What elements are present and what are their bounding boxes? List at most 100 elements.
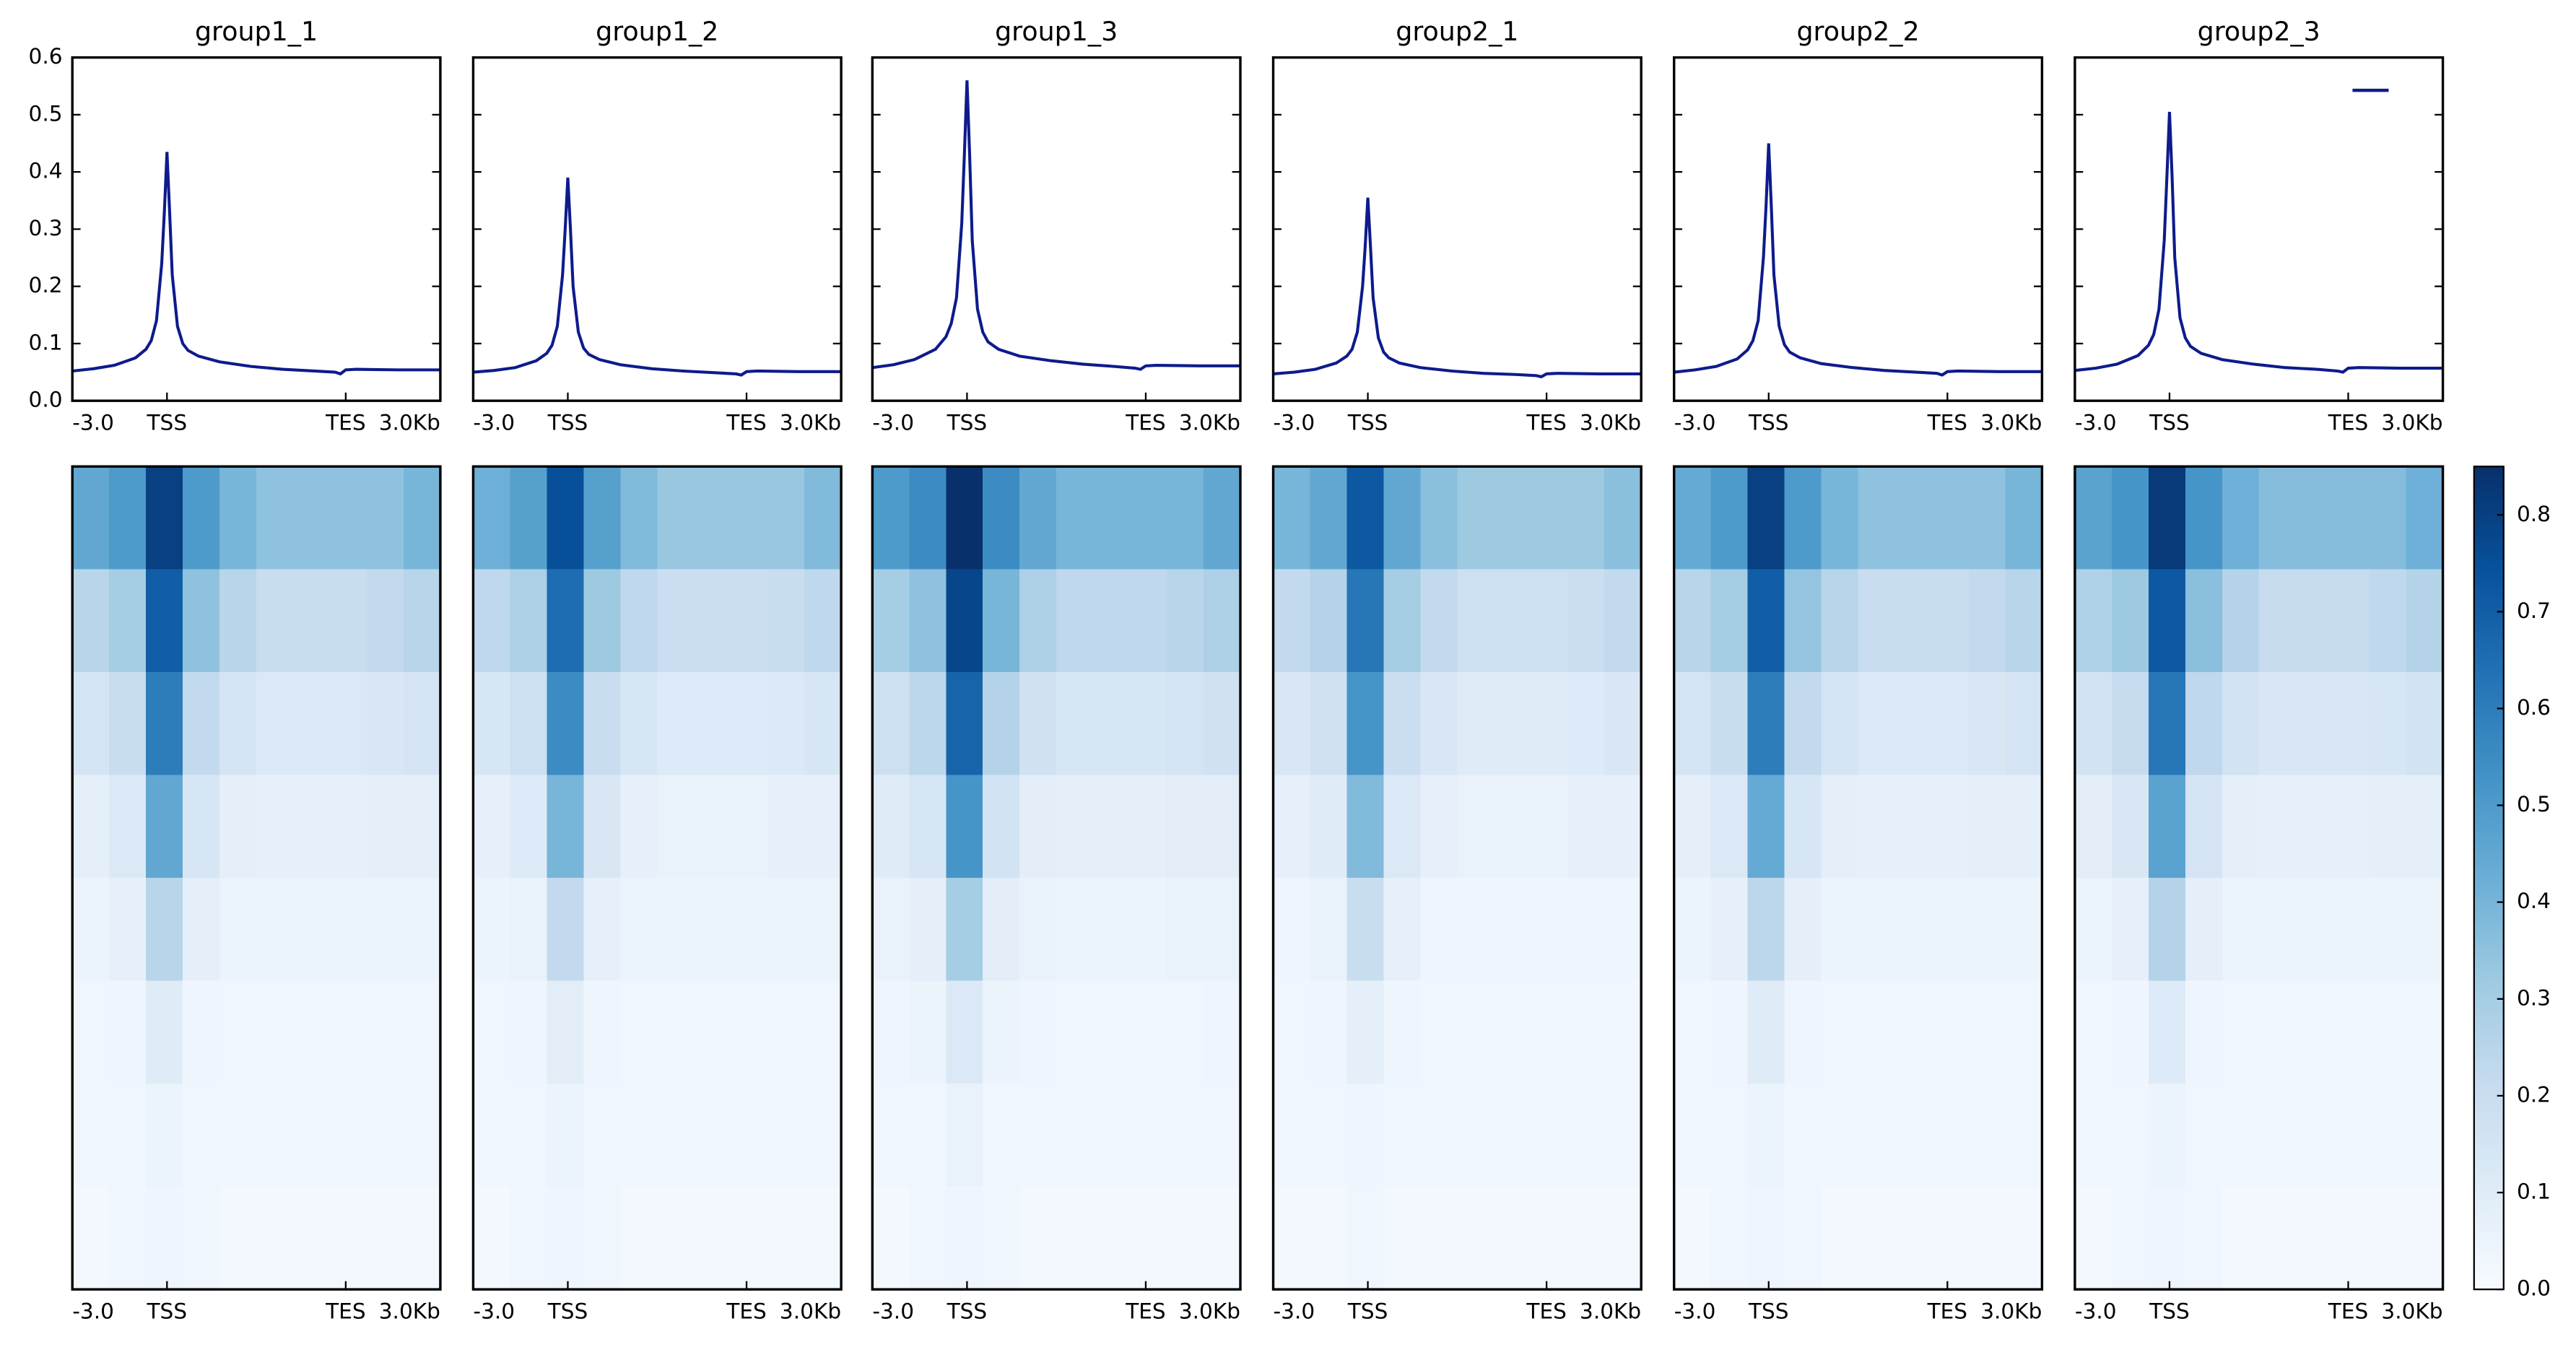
heatmap-cell xyxy=(219,672,258,776)
heatmap-cell xyxy=(366,569,405,674)
heatmap-cell xyxy=(1931,980,1970,1085)
panel-title: group1_1 xyxy=(195,16,318,47)
heatmap-cell xyxy=(330,878,368,982)
heatmap-cell xyxy=(1420,775,1458,879)
heatmap-cell xyxy=(2148,569,2186,674)
heatmap-cell xyxy=(2005,1084,2043,1187)
heatmap xyxy=(473,466,843,1291)
heatmap-cell xyxy=(1821,569,1859,674)
heatmap-cell xyxy=(694,878,732,982)
heatmap-cell xyxy=(293,569,331,674)
heatmap-cell xyxy=(1457,878,1495,982)
heatmap-cell xyxy=(1567,1186,1606,1291)
heatmap-cell xyxy=(2185,466,2223,570)
heatmap-cell xyxy=(1858,980,1896,1085)
x-tick-label: TES xyxy=(1526,411,1567,435)
heatmap-cell xyxy=(946,878,984,982)
heatmap-cell xyxy=(2332,569,2370,674)
heatmap-cell xyxy=(1674,569,1712,674)
heatmap-cell xyxy=(1457,775,1495,879)
heatmap-cell xyxy=(510,569,548,674)
heatmap-cell xyxy=(2111,775,2149,879)
heatmap-cell xyxy=(72,466,110,570)
heatmap-cell xyxy=(330,569,368,674)
heatmap-cell xyxy=(1674,1084,1712,1187)
heatmap-cell xyxy=(2005,775,2043,879)
heatmap-cell xyxy=(2222,980,2260,1085)
heatmap-cell xyxy=(1968,672,2006,776)
heatmap-cell xyxy=(1821,1186,1859,1291)
heatmap-cell xyxy=(1019,775,1058,879)
heatmap-cell xyxy=(1784,878,1822,982)
heatmap-cell xyxy=(473,775,511,879)
heatmap-cell xyxy=(1858,878,1896,982)
heatmap-cell xyxy=(1204,775,1242,879)
colorbar-tick-label: 0.2 xyxy=(2517,1082,2551,1107)
heatmap-cell xyxy=(767,672,806,776)
heatmap-cell xyxy=(330,466,368,570)
heatmap-cell xyxy=(1346,1084,1385,1187)
heatmap-cell xyxy=(403,1186,442,1291)
heatmap-cell xyxy=(767,878,806,982)
heatmap-cell xyxy=(1894,775,1933,879)
heatmap-cell xyxy=(146,980,184,1085)
heatmap-cell xyxy=(1894,1186,1933,1291)
heatmap-cell xyxy=(909,1186,947,1291)
x-tick-label: -3.0 xyxy=(2075,1299,2117,1324)
heatmap-cell xyxy=(657,466,695,570)
heatmap-cell xyxy=(909,775,947,879)
heatmap-cell xyxy=(1674,466,1712,570)
heatmap-cell xyxy=(366,672,405,776)
heatmap-cell xyxy=(256,1186,295,1291)
x-tick-label: -3.0 xyxy=(1674,1299,1716,1324)
heatmap-cell xyxy=(366,775,405,879)
heatmap-cell xyxy=(1894,466,1933,570)
heatmap-cell xyxy=(72,775,110,879)
heatmap-cell xyxy=(1531,1186,1569,1291)
heatmap-cell xyxy=(1858,672,1896,776)
heatmap-cell xyxy=(1457,672,1495,776)
heatmap-cell xyxy=(2148,1084,2186,1187)
heatmap-cell xyxy=(1093,1186,1131,1291)
panel-frame xyxy=(71,56,442,402)
heatmap-cell xyxy=(1821,1084,1859,1187)
heatmap-cell xyxy=(1383,775,1422,879)
heatmap-cell xyxy=(1056,1186,1095,1291)
x-tick-label: TSS xyxy=(1347,1299,1388,1324)
heatmap-cell xyxy=(366,1084,405,1187)
heatmap-cell xyxy=(2148,878,2186,982)
heatmap-cell xyxy=(547,775,585,879)
x-tick-label: 3.0Kb xyxy=(1580,411,1641,435)
heatmap-cell xyxy=(1056,980,1095,1085)
heatmap-cell xyxy=(1968,466,2006,570)
heatmap-cell xyxy=(946,672,984,776)
colorbar-tick-label: 0.7 xyxy=(2517,598,2551,623)
heatmap-cell xyxy=(146,1084,184,1187)
y-tick-label: 0.3 xyxy=(29,216,63,240)
heatmap-cell xyxy=(2074,775,2113,879)
profile-line xyxy=(872,80,1241,371)
heatmap-cell xyxy=(1710,569,1749,674)
heatmap-cell xyxy=(1494,466,1532,570)
x-tick-label: TSS xyxy=(547,411,588,435)
heatmap-cell xyxy=(583,569,622,674)
heatmap-cell xyxy=(909,980,947,1085)
panel-frame xyxy=(1271,56,1642,402)
heatmap-cell xyxy=(2295,1084,2333,1187)
heatmap-cell xyxy=(2005,878,2043,982)
heatmap-cell xyxy=(731,672,769,776)
heatmap-cell xyxy=(946,569,984,674)
heatmap-cell xyxy=(72,1186,110,1291)
heatmap-cell xyxy=(1383,980,1422,1085)
heatmap-cell xyxy=(1747,466,1785,570)
panel-title: group2_2 xyxy=(1796,16,1919,47)
heatmap-cell xyxy=(1420,466,1458,570)
heatmap-cell xyxy=(583,1186,622,1291)
heatmap-cell xyxy=(1019,466,1058,570)
heatmap-cell xyxy=(872,569,910,674)
x-tick-label: TSS xyxy=(146,411,187,435)
heatmap-cell xyxy=(72,672,110,776)
heatmap-cell xyxy=(219,1186,258,1291)
heatmap-cell xyxy=(256,980,295,1085)
x-tick-label: TES xyxy=(726,411,767,435)
